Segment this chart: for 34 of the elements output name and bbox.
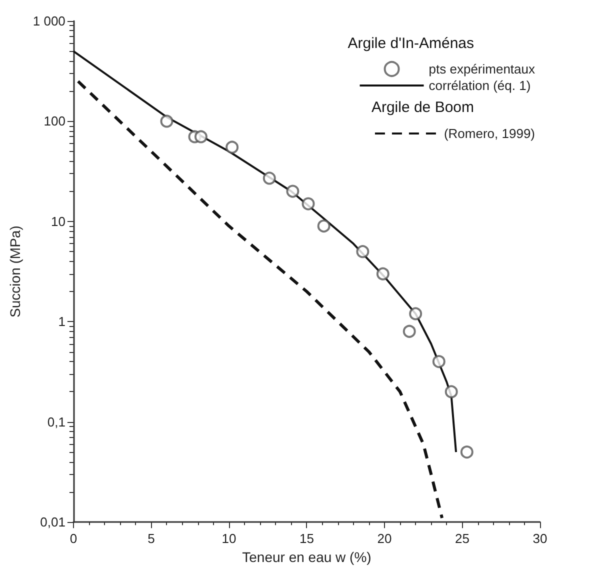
annotation: Argile de Boom — [371, 99, 474, 116]
point — [160, 114, 174, 128]
x-tick-label: 15 — [299, 531, 314, 546]
point — [432, 355, 446, 368]
annotation: Argile d'In-Aménas — [348, 35, 474, 52]
y-axis-title: Succion (MPa) — [7, 226, 23, 318]
y-tick-label: 0,1 — [47, 414, 66, 430]
y-tick-label: 10 — [50, 214, 66, 229]
point — [194, 130, 208, 144]
point — [402, 324, 416, 338]
point — [286, 184, 300, 198]
point — [356, 245, 370, 258]
x-tick-label: 25 — [455, 531, 470, 546]
x-tick-label: 5 — [148, 531, 155, 546]
y-tick-label: 1 000 — [32, 14, 66, 28]
point — [317, 220, 330, 233]
y-tick-label: 100 — [44, 114, 66, 129]
point — [376, 267, 390, 280]
y-tick-label: 0,01 — [40, 514, 66, 530]
point — [409, 307, 422, 320]
x-tick-label: 30 — [532, 531, 548, 546]
x-tick-label: 20 — [377, 531, 392, 546]
point — [302, 197, 315, 210]
point — [444, 385, 458, 398]
point — [460, 446, 474, 459]
x-axis-title: Teneur en eau w (%) — [242, 549, 372, 565]
x-tick-label: 0 — [70, 531, 78, 546]
x-tick-label: 10 — [222, 531, 236, 546]
legend-label: (Romero, 1999) — [444, 126, 536, 141]
y-tick-label: 1 — [58, 314, 66, 330]
legend-label: pts expérimentaux — [428, 62, 536, 76]
point — [262, 172, 276, 185]
legend-label: corrélation (éq. 1) — [428, 78, 531, 93]
point — [226, 140, 239, 154]
